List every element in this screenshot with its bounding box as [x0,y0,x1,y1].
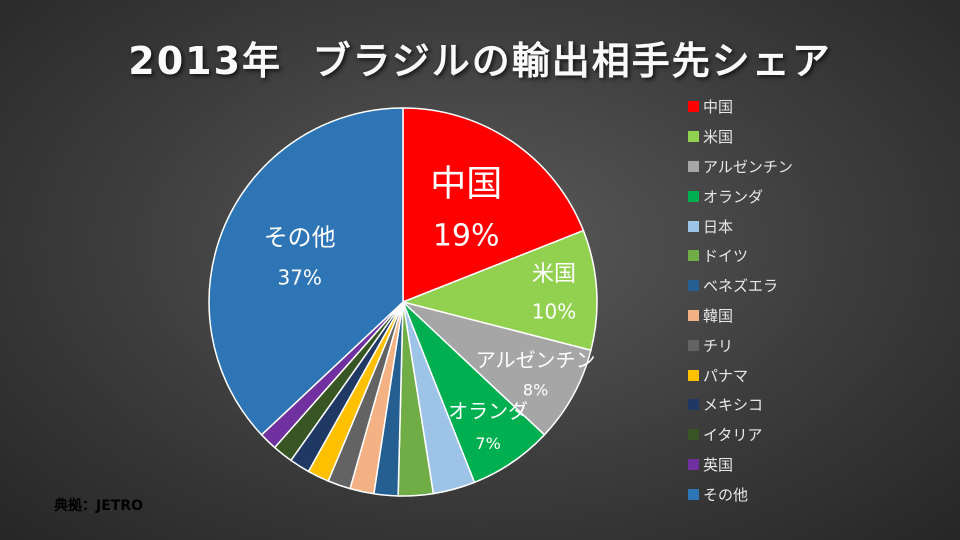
legend-swatch-11 [688,429,699,441]
data-label-name-3: オランダ [448,399,528,423]
legend-swatch-5 [688,250,699,262]
legend-item-7: 韓国 [688,301,793,331]
legend-swatch-4 [688,220,699,232]
data-label-name-1: 米国 [532,262,576,287]
source-note: 典拠：JETRO [54,498,144,514]
legend-label-12: 英国 [703,455,734,474]
legend-item-0: 中国 [688,92,793,122]
legend-label-9: パナマ [703,366,749,385]
chart-legend: 中国米国アルゼンチン オランダ日本ドイツベネズエラ韓国チリパナマメキシコイタリア英… [688,92,793,509]
legend-swatch-13 [688,488,699,500]
legend-swatch-7 [688,309,699,321]
legend-swatch-12 [688,458,699,470]
legend-label-4: 日本 [703,217,734,236]
legend-item-11: イタリア [688,420,793,450]
legend-item-5: ドイツ [688,241,793,271]
data-label-pct-2: 8% [523,381,548,400]
legend-item-10: メキシコ [688,390,793,420]
chart-title: 2013年 ブラジルの輸出相手先シェア [128,39,832,83]
data-label-name-0: 中国 [430,164,502,205]
legend-label-0: 中国 [703,98,734,117]
legend-item-8: チリ [688,330,793,360]
pie-slice-0 [402,107,585,304]
legend-item-3: オランダ [688,181,793,211]
legend-label-7: 韓国 [703,306,734,325]
legend-swatch-3 [688,190,699,202]
legend-swatch-1 [688,131,699,143]
legend-label-13: その他 [703,485,749,504]
pie-slice-13 [208,107,404,436]
legend-label-1: 米国 [703,128,734,147]
data-label-pct-0: 19% [433,218,500,253]
legend-item-13: その他 [688,479,793,509]
legend-swatch-0 [688,101,699,113]
legend-label-3: オランダ [703,187,764,206]
pie-slice-2 [402,301,592,436]
legend-label-2: アルゼンチン [703,157,793,176]
data-label-name-4: その他 [264,224,336,252]
legend-label-8: チリ [703,336,734,355]
data-label-name-2: アルゼンチン [476,348,596,372]
pie-slice-1 [400,229,598,352]
legend-item-1: 米国 [688,122,793,152]
data-label-pct-4: 37% [277,265,321,289]
data-label-pct-3: 7% [475,434,500,453]
legend-swatch-6 [688,280,699,292]
legend-swatch-2 [688,160,699,172]
legend-label-11: イタリア [703,426,763,445]
legend-item-2: アルゼンチン [688,152,793,182]
legend-label-10: メキシコ [703,396,764,415]
legend-item-4: 日本 [688,211,793,241]
legend-swatch-9 [688,369,699,381]
legend-item-9: パナマ [688,360,793,390]
legend-label-5: ドイツ [703,247,749,266]
legend-item-6: ベネズエラ [688,271,793,301]
legend-swatch-8 [688,339,699,351]
legend-swatch-10 [688,399,699,411]
legend-item-12: 英国 [688,450,793,480]
data-label-pct-1: 10% [532,300,576,324]
legend-label-6: ベネズエラ [703,277,779,296]
